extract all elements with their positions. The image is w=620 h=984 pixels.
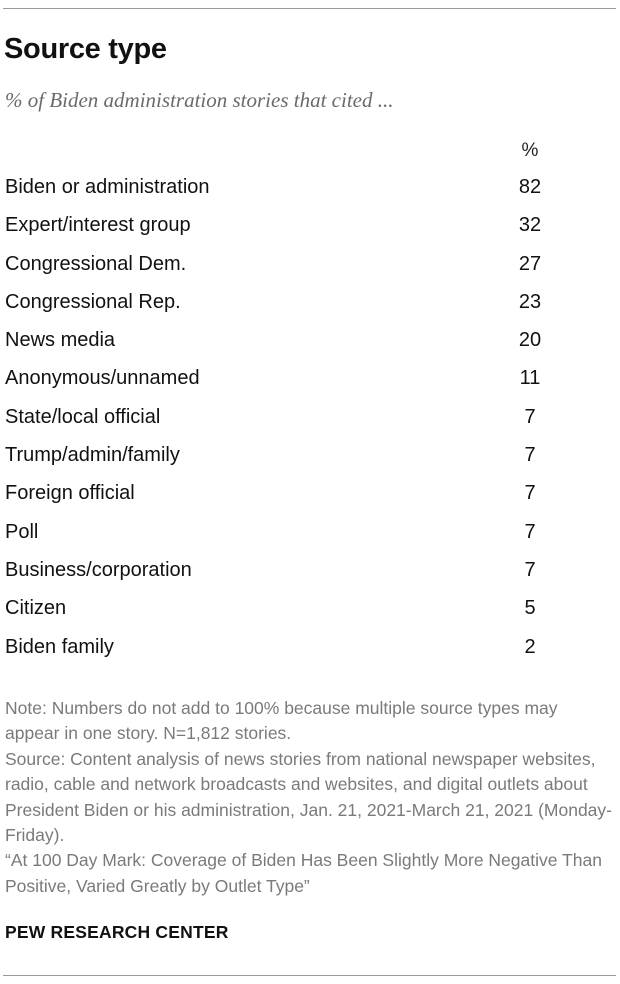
row-value: 7 (524, 520, 536, 543)
row-label: Anonymous/unnamed (5, 367, 200, 390)
row-label: Business/corporation (5, 558, 192, 581)
table-row: News media 20 (0, 321, 620, 359)
row-value: 32 (518, 214, 542, 237)
table-row: Poll 7 (0, 513, 620, 551)
table-row: Trump/admin/family 7 (0, 436, 620, 474)
row-value: 7 (524, 405, 536, 428)
row-label: Trump/admin/family (5, 444, 180, 467)
table-row: Biden family 2 (0, 628, 620, 666)
value-column-header: % (521, 140, 539, 161)
row-label: Congressional Rep. (5, 290, 181, 313)
row-value: 7 (524, 482, 536, 505)
row-value: 2 (524, 635, 536, 658)
row-label: State/local official (5, 405, 161, 428)
row-value: 27 (518, 252, 542, 275)
notes-block: Note: Numbers do not add to 100% because… (5, 696, 615, 899)
note-text: Note: Numbers do not add to 100% because… (5, 698, 558, 744)
table-row: Congressional Dem. 27 (0, 245, 620, 283)
row-value: 11 (519, 367, 541, 390)
row-label: Foreign official (5, 482, 135, 505)
pew-research-center-logo: PEW RESEARCH CENTER (5, 922, 229, 942)
row-value: 82 (518, 176, 542, 198)
table-row: State/local official 7 (0, 398, 620, 436)
row-label: Biden family (5, 635, 114, 658)
row-label: News media (5, 329, 116, 352)
row-value: 7 (524, 444, 536, 467)
data-table: Biden or administration 82 Expert/interest… (0, 168, 620, 666)
table-row: Citizen 5 (0, 589, 620, 627)
row-label: Expert/interest group (5, 214, 191, 237)
table-row: Congressional Rep. 23 (0, 283, 620, 321)
row-label: Citizen (5, 597, 67, 620)
chart-subtitle: % of Biden administration stories that c… (5, 88, 394, 112)
top-rule (3, 8, 616, 9)
table-row: Business/corporation 7 (0, 551, 620, 589)
bottom-rule (3, 975, 616, 976)
table-row: Foreign official 7 (0, 474, 620, 512)
row-label: Congressional Dem. (5, 252, 187, 275)
row-value: 23 (518, 290, 542, 313)
row-value: 5 (524, 597, 536, 620)
row-label: Poll (5, 520, 39, 543)
report-title: “At 100 Day Mark: Coverage of Biden Has … (5, 850, 602, 896)
table-row: Expert/interest group 32 (0, 206, 620, 244)
source-text: Source: Content analysis of news stories… (5, 748, 612, 846)
table-row: Biden or administration 82 (0, 168, 620, 206)
chart-title: Source type (4, 33, 167, 65)
row-label: Biden or administration (5, 176, 210, 198)
row-value: 7 (524, 558, 536, 581)
row-value: 20 (518, 329, 542, 352)
table-row: Anonymous/unnamed 11 (0, 359, 620, 397)
